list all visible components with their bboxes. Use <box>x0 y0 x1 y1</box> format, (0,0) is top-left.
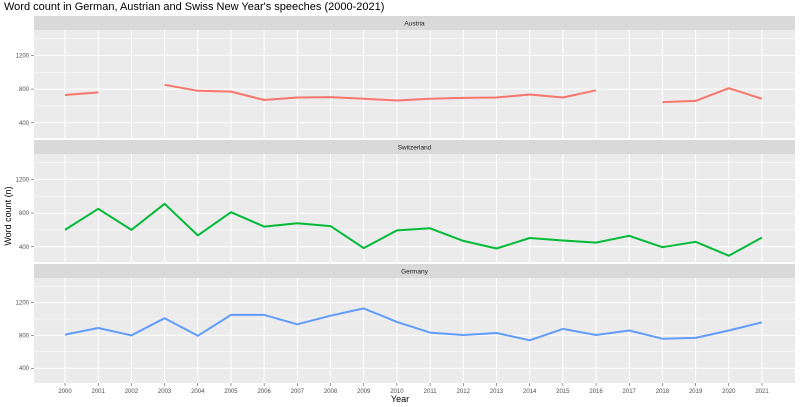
x-tick-label: 2018 <box>656 389 670 395</box>
x-tick-label: 2002 <box>125 389 139 395</box>
series-line-austria <box>164 83 597 102</box>
x-tick-label: 2000 <box>58 389 72 395</box>
y-tick-label: 400 <box>19 121 30 127</box>
x-tick-label: 2011 <box>424 389 438 395</box>
series-line-germany <box>64 307 763 342</box>
facet-switzerland: Switzerland 400 800 1200 <box>16 140 795 262</box>
x-tick-label: 2014 <box>523 389 537 395</box>
x-tick-label: 2009 <box>357 389 371 395</box>
y-tick-label: 800 <box>19 333 30 339</box>
facet-strip <box>34 140 795 154</box>
chart-title: Word count in German, Austrian and Swiss… <box>4 1 385 13</box>
x-tick-label: 2007 <box>291 389 305 395</box>
series-line-austria <box>64 91 99 96</box>
x-tick-label: 2021 <box>755 389 769 395</box>
facet-austria: Austria 400 800 1200 <box>16 16 795 138</box>
x-axis-label: Year <box>390 394 410 404</box>
y-tick-label: 800 <box>19 211 30 217</box>
x-tick-label: 2017 <box>623 389 637 395</box>
series-line-switzerland <box>64 202 763 257</box>
x-tick-label: 2013 <box>490 389 504 395</box>
y-tick-label: 400 <box>19 245 30 251</box>
x-tick-label: 2006 <box>257 389 271 395</box>
x-tick-label: 2008 <box>324 389 338 395</box>
y-tick-label: 400 <box>19 366 30 372</box>
x-tick-label: 2010 <box>390 389 404 395</box>
facet-germany: Germany 400 800 1200 <box>16 264 795 383</box>
series-line-austria <box>662 87 763 104</box>
x-tick-label: 2005 <box>224 389 238 395</box>
y-tick-label: 800 <box>19 87 30 93</box>
x-tick-label: 2015 <box>556 389 570 395</box>
y-tick-label: 1200 <box>16 177 30 183</box>
x-tick-label: 2016 <box>589 389 603 395</box>
panel-background <box>34 154 795 262</box>
y-tick-label: 1200 <box>16 301 30 307</box>
facet-strip-label: Austria <box>404 21 425 28</box>
x-tick-label: 2012 <box>457 389 471 395</box>
x-tick-label: 2020 <box>722 389 736 395</box>
x-tick-label: 2004 <box>191 389 205 395</box>
facet-strip <box>34 16 795 30</box>
facet-strip <box>34 264 795 278</box>
y-tick-label: 1200 <box>16 53 30 59</box>
facet-strip-label: Switzerland <box>398 145 432 152</box>
x-tick-label: 2001 <box>92 389 106 395</box>
facet-strip-label: Germany <box>401 269 428 276</box>
panel-background <box>34 278 795 383</box>
x-tick-label: 2019 <box>689 389 703 395</box>
panel-background <box>34 30 795 138</box>
x-tick-label: 2003 <box>158 389 172 395</box>
